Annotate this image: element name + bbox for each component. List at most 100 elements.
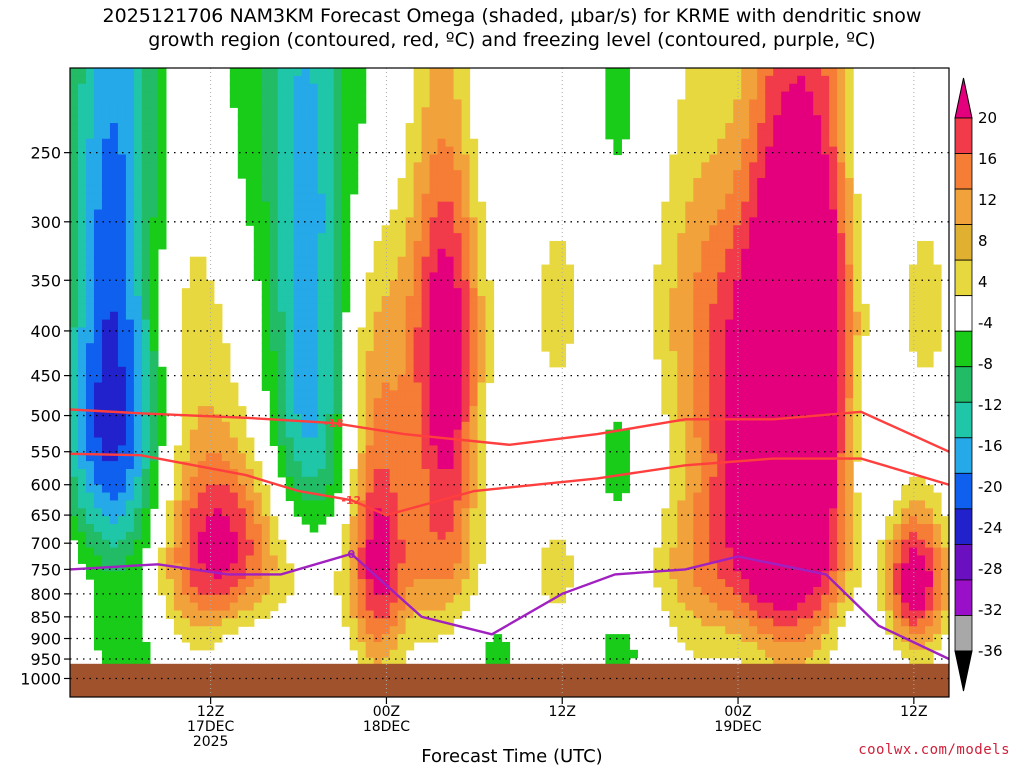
omega-cell — [757, 138, 766, 148]
omega-cell — [293, 468, 303, 478]
omega-cell — [277, 366, 287, 376]
omega-cell — [101, 351, 111, 360]
omega-cell — [709, 288, 718, 297]
omega-cell — [677, 296, 686, 305]
omega-cell — [853, 296, 862, 305]
omega-cell — [701, 547, 710, 557]
omega-cell — [845, 272, 854, 281]
omega-cell — [341, 602, 351, 612]
omega-cell — [837, 484, 846, 494]
omega-cell — [813, 649, 822, 659]
omega-cell — [837, 170, 846, 179]
omega-cell — [829, 193, 838, 203]
omega-cell — [693, 524, 702, 533]
omega-cell — [293, 296, 303, 305]
omega-cell — [701, 492, 710, 502]
omega-cell — [813, 351, 822, 360]
omega-cell — [437, 382, 447, 391]
omega-cell — [845, 99, 854, 108]
omega-cell — [413, 217, 423, 226]
omega-cell — [757, 468, 766, 478]
omega-cell — [741, 531, 750, 541]
omega-cell — [749, 319, 758, 329]
omega-cell — [85, 390, 95, 399]
omega-cell — [197, 343, 207, 352]
omega-cell — [221, 531, 231, 541]
omega-cell — [93, 351, 103, 360]
omega-cell — [77, 508, 87, 517]
omega-cell — [845, 162, 854, 171]
title-line-1: 2025121706 NAM3KM Forecast Omega (shaded… — [102, 5, 922, 27]
omega-cell — [445, 547, 455, 557]
omega-cell — [709, 610, 718, 619]
omega-cell — [733, 225, 742, 234]
omega-cell — [341, 107, 351, 116]
omega-cell — [149, 123, 159, 132]
omega-cell — [117, 296, 127, 305]
omega-cell — [717, 233, 726, 242]
omega-cell — [685, 453, 694, 462]
omega-cell — [445, 75, 455, 85]
omega-cell — [805, 201, 814, 211]
omega-cell — [213, 571, 223, 580]
omega-cell — [149, 225, 159, 234]
omega-cell — [373, 555, 383, 564]
omega-cell — [373, 500, 383, 509]
omega-cell — [677, 382, 686, 391]
omega-cell — [853, 374, 862, 384]
omega-cell — [453, 193, 463, 203]
omega-cell — [117, 75, 127, 85]
omega-cell — [125, 201, 135, 211]
omega-cell — [397, 178, 407, 187]
omega-cell — [429, 579, 439, 588]
omega-cell — [765, 75, 774, 85]
omega-cell — [661, 390, 670, 399]
omega-cell — [133, 586, 143, 596]
omega-cell — [461, 201, 471, 211]
omega-cell — [469, 335, 479, 344]
omega-cell — [773, 327, 782, 336]
omega-cell — [93, 264, 103, 274]
omega-cell — [765, 634, 774, 643]
omega-cell — [189, 406, 199, 415]
omega-cell — [365, 398, 375, 407]
omega-cell — [725, 445, 734, 454]
omega-cell — [397, 256, 407, 266]
omega-cell — [189, 641, 199, 651]
omega-cell — [429, 75, 439, 85]
omega-cell — [781, 68, 790, 77]
omega-cell — [109, 248, 119, 258]
omega-cell — [437, 240, 447, 250]
omega-cell — [709, 91, 718, 101]
omega-cell — [725, 579, 734, 588]
omega-cell — [821, 154, 830, 163]
omega-cell — [445, 500, 455, 509]
omega-cell — [325, 484, 335, 494]
omega-cell — [205, 398, 215, 407]
omega-cell — [149, 358, 159, 368]
omega-cell — [293, 382, 303, 391]
omega-cell — [661, 256, 670, 266]
omega-cell — [845, 445, 854, 454]
omega-cell — [413, 319, 423, 329]
omega-cell — [301, 406, 311, 415]
omega-cell — [70, 68, 79, 77]
omega-cell — [461, 248, 471, 258]
omega-cell — [733, 201, 742, 211]
omega-cell — [389, 382, 399, 391]
omega-cell — [701, 500, 710, 509]
omega-cell — [829, 382, 838, 391]
omega-cell — [133, 233, 143, 242]
omega-cell — [109, 571, 119, 580]
omega-cell — [77, 429, 87, 439]
omega-cell — [253, 516, 263, 525]
omega-cell — [285, 398, 295, 407]
omega-cell — [429, 413, 439, 423]
omega-cell — [109, 453, 119, 462]
omega-cell — [373, 358, 383, 368]
omega-cell — [773, 296, 782, 305]
omega-cell — [165, 547, 175, 557]
omega-cell — [109, 154, 119, 163]
omega-cell — [813, 406, 822, 415]
omega-cell — [349, 185, 359, 195]
